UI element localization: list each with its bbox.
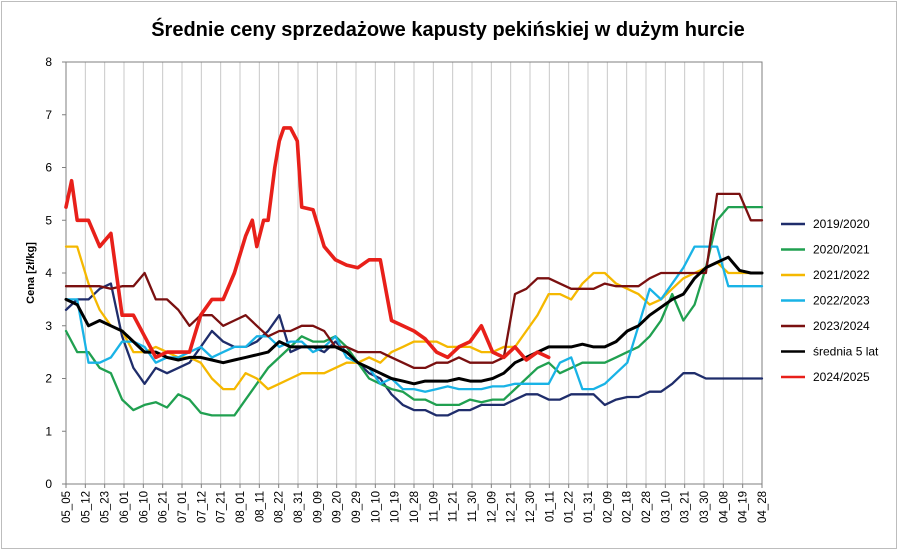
chart-title: Średnie ceny sprzedażowe kapusty pekińsk… — [151, 17, 745, 41]
x-axis-ticks: 05_05 05_12 05_23 06_01 06_10 06_21 07_01 07_12… — [61, 484, 769, 523]
y-tick-label: 3 — [45, 319, 52, 333]
y-tick-label: 5 — [45, 213, 52, 227]
y-axis-ticks: 0 1 2 3 4 5 6 7 8 — [45, 55, 66, 491]
y-tick-label: 1 — [45, 424, 52, 438]
x-tick-label: 01_22 — [564, 491, 576, 523]
grid — [65, 62, 763, 484]
x-tick-label: 03_30 — [699, 491, 711, 523]
y-tick-label: 8 — [45, 55, 52, 69]
x-tick-label: 02_09 — [602, 491, 614, 523]
y-axis-label: Cena [zł/kg] — [25, 242, 37, 304]
x-tick-label: 08_31 — [293, 491, 305, 523]
legend-label: 2020/2021 — [813, 243, 870, 257]
x-tick-label: 06_01 — [119, 491, 131, 523]
series-line — [64, 205, 764, 417]
y-tick-label: 6 — [45, 161, 52, 175]
x-tick-label: 12_30 — [525, 491, 537, 523]
x-tick-label: 02_18 — [622, 491, 634, 523]
legend-label: średnia 5 lat — [813, 345, 879, 359]
x-tick-label: 05_23 — [100, 491, 112, 523]
y-tick-label: 0 — [45, 477, 52, 491]
series-line — [64, 192, 764, 370]
series-line — [64, 282, 764, 417]
x-tick-label: 02_28 — [641, 491, 653, 523]
x-tick-label: 01_11 — [544, 491, 556, 522]
x-tick-label: 07_12 — [196, 491, 208, 523]
legend-label: 2021/2022 — [813, 268, 870, 282]
legend-label: 2023/2024 — [813, 319, 870, 333]
x-tick-label: 08_22 — [274, 491, 286, 523]
series-lines — [64, 126, 764, 417]
x-tick-label: 09_20 — [332, 491, 344, 523]
x-tick-label: 05_12 — [80, 491, 92, 523]
x-tick-label: 06_10 — [138, 491, 150, 523]
x-tick-label: 07_01 — [177, 491, 189, 523]
x-tick-label: 08_01 — [235, 491, 247, 523]
x-tick-label: 07_21 — [216, 491, 228, 523]
series-line — [64, 255, 764, 386]
y-tick-label: 4 — [45, 266, 52, 280]
legend-label: 2024/2025 — [813, 370, 870, 384]
x-tick-label: 12_09 — [486, 491, 498, 523]
x-tick-label: 01_31 — [583, 491, 595, 523]
y-tick-label: 2 — [45, 372, 52, 386]
legend-label: 2019/2020 — [813, 217, 870, 231]
legend: 2019/2020 2020/2021 2021/2022 2022/2023 2023… — [781, 217, 879, 384]
x-tick-label: 03_21 — [680, 491, 692, 523]
x-tick-label: 04_28 — [757, 491, 769, 523]
x-tick-label: 09_29 — [351, 491, 363, 523]
x-tick-label: 11_09 — [428, 491, 440, 522]
x-tick-label: 08_11 — [254, 491, 266, 522]
x-tick-label: 12_21 — [506, 491, 518, 523]
x-tick-label: 06_21 — [158, 491, 170, 523]
x-tick-label: 03_10 — [660, 491, 672, 523]
x-tick-label: 05_05 — [61, 491, 73, 523]
x-tick-label: 11_30 — [467, 491, 479, 522]
legend-label: 2022/2023 — [813, 294, 870, 308]
y-tick-label: 7 — [45, 108, 52, 122]
series-line — [64, 245, 764, 393]
series-line — [64, 126, 551, 362]
x-tick-label: 10_10 — [370, 491, 382, 523]
x-tick-label: 04_19 — [738, 491, 750, 523]
x-tick-label: 09_09 — [312, 491, 324, 523]
x-tick-label: 11_21 — [448, 491, 460, 522]
x-tick-label: 10_28 — [409, 491, 421, 523]
x-tick-label: 10_19 — [390, 491, 402, 523]
x-tick-label: 04_08 — [718, 491, 730, 523]
